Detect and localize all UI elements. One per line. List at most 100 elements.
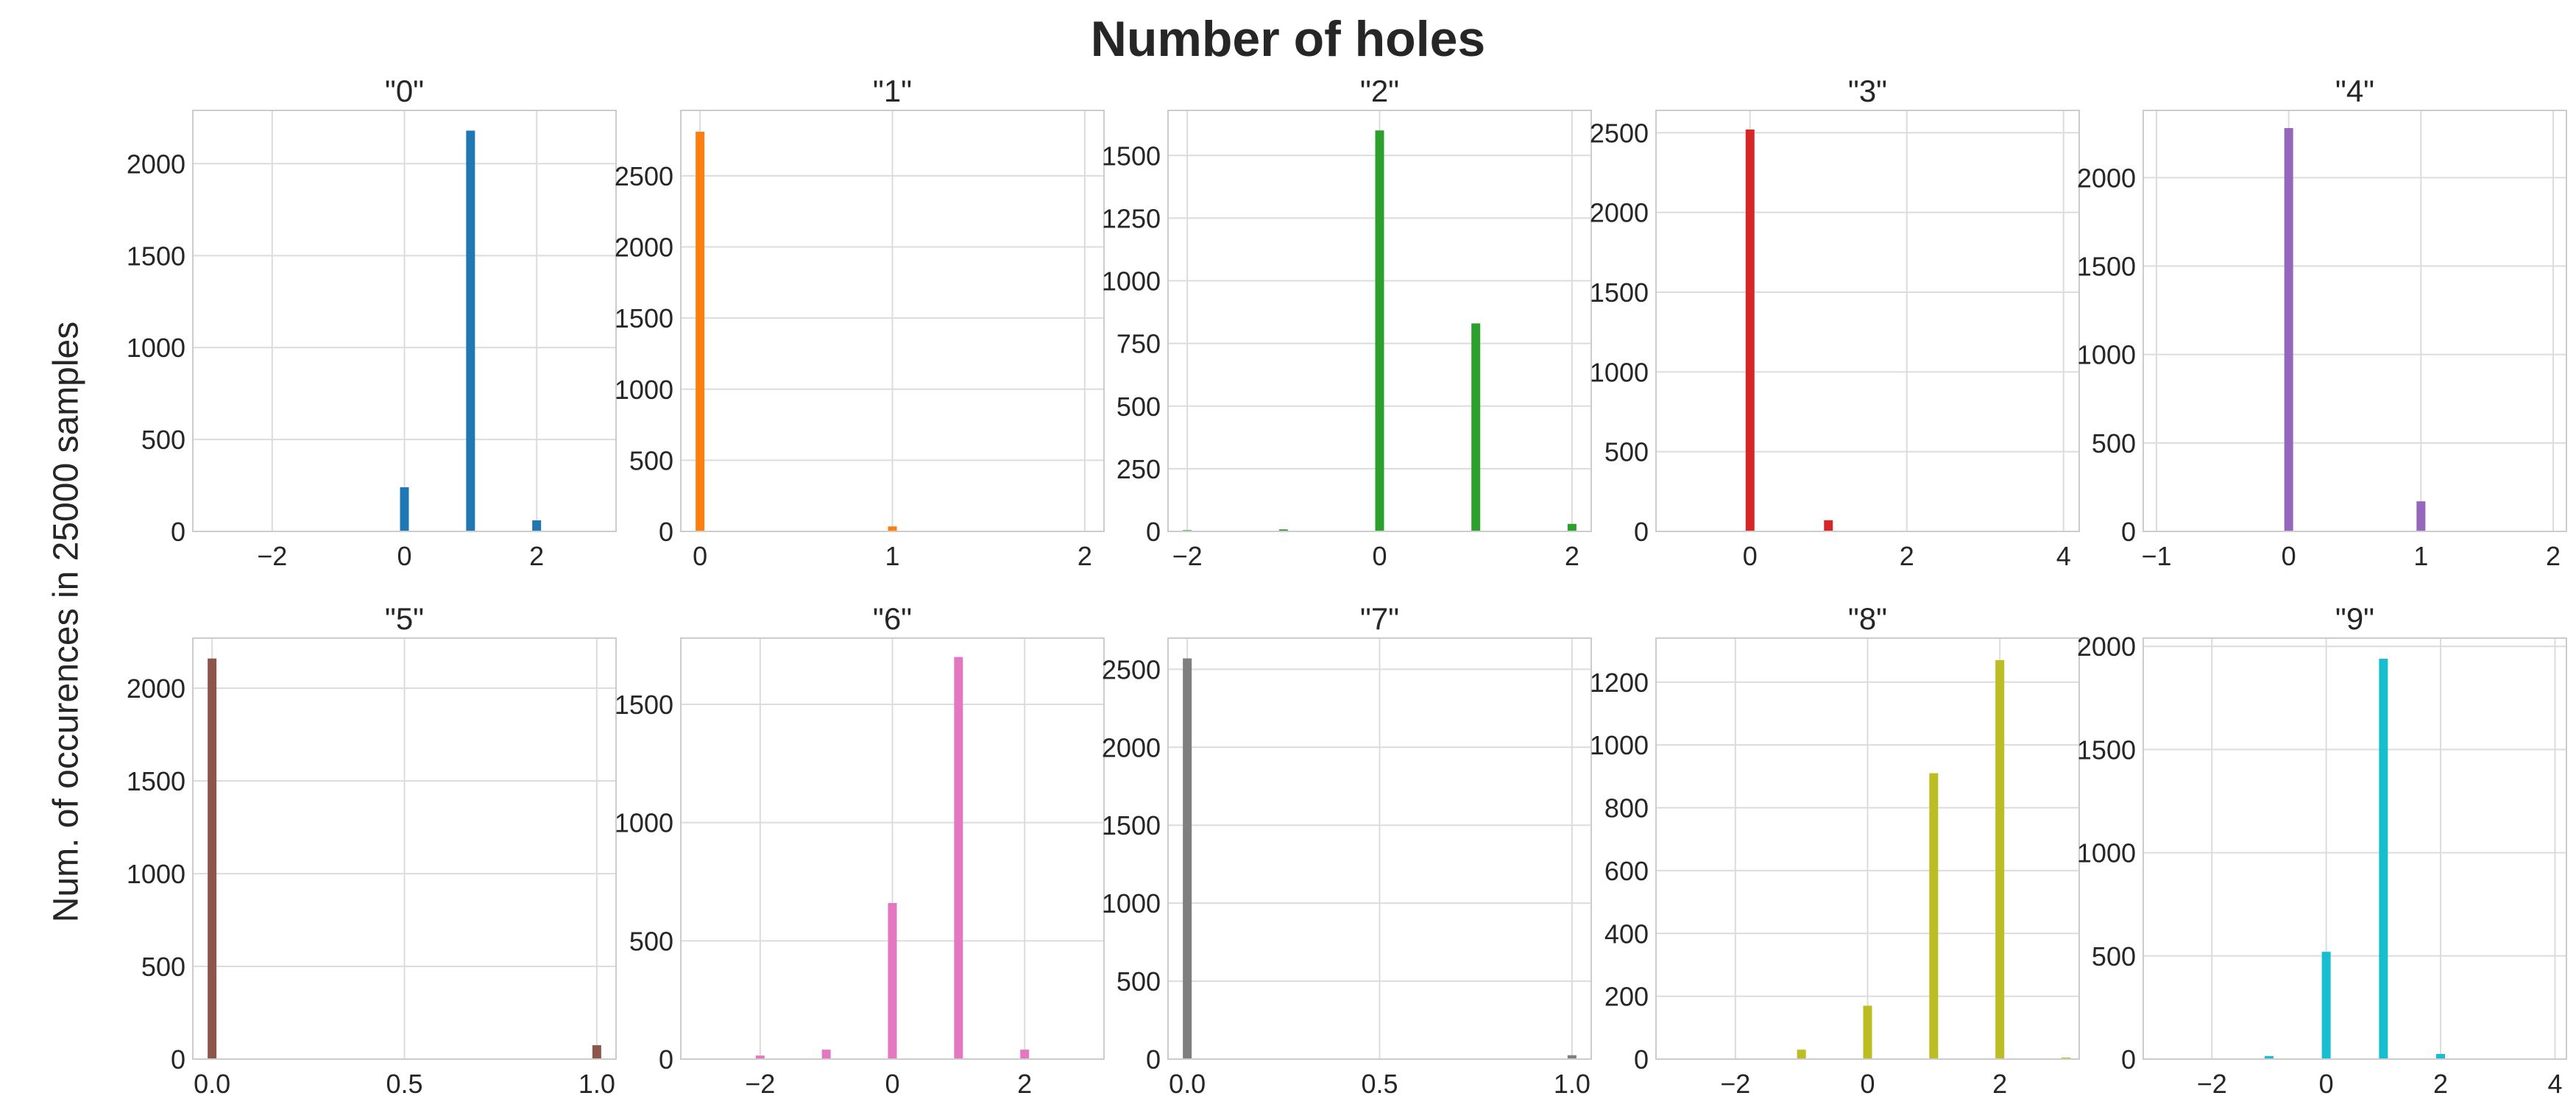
panel-title: "1" <box>873 74 912 108</box>
x-tick-label: 0 <box>1372 541 1387 571</box>
histogram-bar <box>1995 659 2005 1059</box>
x-tick-label: 0 <box>1860 1069 1875 1099</box>
y-tick-label: 0 <box>1634 1044 1649 1075</box>
y-tick-label: 250 <box>1117 454 1161 484</box>
y-tick-label: 1000 <box>1590 357 1649 387</box>
panel-frame <box>1655 637 2080 1060</box>
histogram-bar <box>2436 1053 2446 1059</box>
y-tick-label: 2000 <box>1590 198 1649 228</box>
histogram-bar <box>696 131 705 532</box>
panel: −2 0 2 0 200 400 600 800 1000 1200 "8" <box>1590 601 2080 1099</box>
x-tick-label: 1.0 <box>578 1069 615 1099</box>
panel: −2 0 2 4 0 500 1000 1500 2000 "9" <box>2077 601 2567 1099</box>
x-tick-label: 2 <box>2433 1069 2448 1099</box>
histogram-bar <box>592 1045 601 1059</box>
panel-title: "4" <box>2335 74 2374 108</box>
y-tick-label: 1000 <box>1590 730 1649 760</box>
x-tick-label: 0.0 <box>1169 1069 1206 1099</box>
panel-background <box>2143 638 2566 1059</box>
panel: −2 0 2 0 500 1000 1500 2000 "0" <box>127 74 617 571</box>
x-tick-label: 4 <box>2547 1069 2562 1099</box>
panel-title: "0" <box>385 74 424 108</box>
x-tick-label: 2 <box>1565 541 1579 571</box>
y-tick-label: 500 <box>141 952 185 982</box>
y-tick-label: 0 <box>659 1044 673 1075</box>
x-tick-label: −2 <box>1172 541 1203 571</box>
y-tick-label: 0 <box>171 517 185 547</box>
histogram-bar <box>755 1055 765 1059</box>
x-tick-label: 2 <box>1078 541 1092 571</box>
panel-frame <box>680 637 1105 1060</box>
y-tick-label: 600 <box>1604 856 1649 886</box>
y-tick-label: 0 <box>1146 1044 1161 1075</box>
panel-background <box>2143 110 2566 531</box>
panel-frame <box>2142 110 2567 532</box>
x-tick-label: 2 <box>2546 541 2561 571</box>
y-tick-label: 2500 <box>1590 118 1649 148</box>
y-tick-label: 1000 <box>127 333 185 363</box>
y-tick-label: 1000 <box>127 859 185 889</box>
panel-frame <box>1167 110 1592 532</box>
x-tick-label: −2 <box>2197 1069 2227 1099</box>
y-tick-label: 2500 <box>1102 654 1161 684</box>
y-tick-label: 800 <box>1604 793 1649 824</box>
x-tick-label: 0 <box>885 1069 899 1099</box>
histogram-bar <box>1745 130 1755 531</box>
panel: 0 1 2 0 500 1000 1500 2000 2500 "1" <box>615 74 1105 571</box>
panel-frame <box>192 637 617 1060</box>
x-tick-label: 1.0 <box>1554 1069 1590 1099</box>
histogram-bar <box>532 520 542 531</box>
panel: −2 0 2 0 500 1000 1500 "6" <box>615 601 1105 1099</box>
y-tick-label: 400 <box>1604 919 1649 949</box>
histogram-bar <box>1375 130 1384 531</box>
x-tick-label: 2 <box>1900 541 1914 571</box>
y-tick-label: 1500 <box>615 303 673 333</box>
y-tick-label: 1000 <box>2077 340 2136 370</box>
panel: 0.0 0.5 1.0 0 500 1000 1500 2000 2500 "7" <box>1102 601 1592 1099</box>
y-tick-label: 1500 <box>2077 251 2136 281</box>
panel-frame <box>2142 637 2567 1060</box>
histogram-bar <box>2284 128 2293 531</box>
y-tick-label: 1500 <box>1590 277 1649 308</box>
histogram-bar <box>1863 1005 1872 1059</box>
histogram-bar <box>1567 523 1577 531</box>
y-tick-label: 1500 <box>615 690 673 720</box>
histogram-bar <box>888 526 897 531</box>
y-tick-label: 0 <box>1634 517 1649 547</box>
panel: −2 0 2 0 250 500 750 1000 1250 1500 "2" <box>1102 74 1592 571</box>
y-tick-label: 1000 <box>615 808 673 838</box>
y-tick-label: 500 <box>629 926 673 956</box>
histogram-bar <box>1183 658 1192 1059</box>
panel-title: "7" <box>1360 601 1399 636</box>
panel: 0.0 0.5 1.0 0 500 1000 1500 2000 "5" <box>127 601 617 1099</box>
y-tick-label: 2000 <box>615 233 673 263</box>
y-tick-label: 200 <box>1604 982 1649 1012</box>
y-tick-label: 1000 <box>2077 838 2136 868</box>
histogram-bar <box>2321 952 2331 1059</box>
y-tick-label: 750 <box>1117 329 1161 359</box>
y-tick-label: 2000 <box>127 149 185 179</box>
x-tick-label: −2 <box>1720 1069 1750 1099</box>
histogram-bar <box>1567 1055 1577 1059</box>
histogram-bar <box>466 130 475 532</box>
panel-title: "6" <box>873 601 912 636</box>
panel-title: "3" <box>1848 74 1887 108</box>
x-tick-label: 0.5 <box>386 1069 422 1099</box>
histogram-bar <box>1824 520 1833 531</box>
y-tick-label: 1250 <box>1102 203 1161 233</box>
x-tick-label: 0 <box>397 541 411 571</box>
x-tick-label: 0.0 <box>194 1069 230 1099</box>
histogram-bar <box>1797 1050 1806 1059</box>
y-tick-label: 500 <box>2092 941 2136 972</box>
panel-title: "8" <box>1848 601 1887 636</box>
x-tick-label: 2 <box>529 541 544 571</box>
y-tick-label: 1500 <box>2077 735 2136 765</box>
histogram-bar <box>954 657 963 1059</box>
x-tick-label: −2 <box>745 1069 775 1099</box>
figure-title: Number of holes <box>1090 11 1486 67</box>
y-tick-label: 2000 <box>2077 163 2136 193</box>
y-tick-label: 500 <box>1117 966 1161 997</box>
x-tick-label: 0 <box>693 541 707 571</box>
